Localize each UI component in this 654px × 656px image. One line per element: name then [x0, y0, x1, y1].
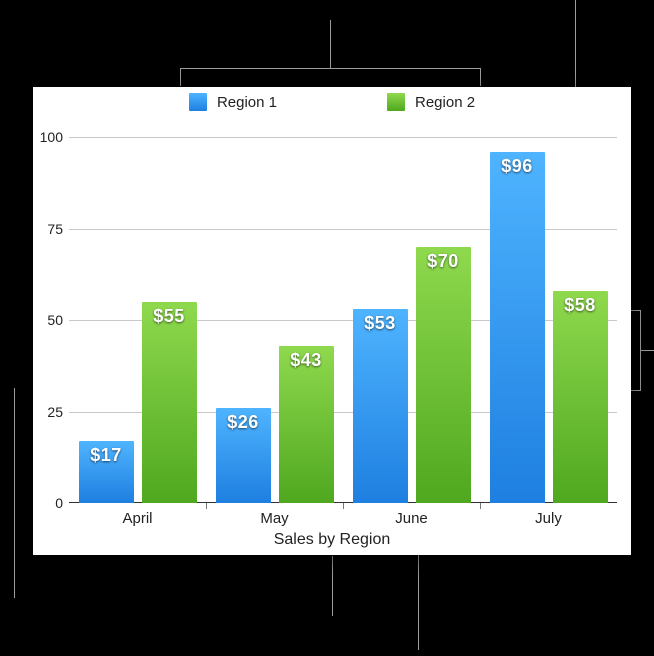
- bar-value-label: $58: [553, 295, 608, 316]
- bar: $43: [279, 346, 334, 503]
- legend-label-region-1: Region 1: [217, 94, 277, 111]
- legend-swatch-region-2: [387, 93, 405, 111]
- y-tick-label: 25: [33, 404, 63, 420]
- bar: $58: [553, 291, 608, 503]
- bar: $70: [416, 247, 471, 503]
- y-tick-label: 75: [33, 221, 63, 237]
- callout-legend-left-drop: [180, 68, 181, 86]
- bar-value-label: $96: [490, 156, 545, 177]
- x-tick-label: May: [260, 510, 288, 527]
- callout-right-bracket-stem: [640, 350, 654, 351]
- callout-legend-stem: [330, 20, 331, 68]
- plot-area: 0255075100April$17$55May$26$43June$53$70…: [69, 137, 617, 503]
- x-axis-title: Sales by Region: [33, 531, 631, 549]
- callout-legend-right-drop: [480, 68, 481, 86]
- legend-label-region-2: Region 2: [415, 94, 475, 111]
- legend-item-region-1: Region 1: [189, 93, 277, 111]
- callout-right-bracket-bot: [631, 390, 641, 391]
- y-tick-label: 50: [33, 312, 63, 328]
- x-tick-label: July: [535, 510, 562, 527]
- legend: Region 1 Region 2: [33, 93, 631, 111]
- x-tick-mark: [343, 503, 344, 509]
- bar: $53: [353, 309, 408, 503]
- y-tick-label: 0: [33, 495, 63, 511]
- chart-card: Region 1 Region 2 0 25 50 75 100 April $17 $55 M…: [33, 87, 631, 555]
- bar-value-label: $43: [279, 350, 334, 371]
- grid-line: [69, 137, 617, 138]
- x-tick-label: June: [395, 510, 428, 527]
- x-tick-mark: [206, 503, 207, 509]
- bar-value-label: $70: [416, 251, 471, 272]
- bar: $55: [142, 302, 197, 503]
- callout-right-bracket-top: [631, 310, 641, 311]
- bar: $26: [216, 408, 271, 503]
- x-tick-label: April: [122, 510, 152, 527]
- stage: Sales ($k) Region 1 Region 2 0255075100A…: [0, 0, 654, 656]
- bar-value-label: $53: [353, 313, 408, 334]
- callout-ytitle: [14, 388, 15, 598]
- bar-value-label: $26: [216, 412, 271, 433]
- bar-value-label: $55: [142, 306, 197, 327]
- bar: $17: [79, 441, 134, 503]
- y-tick-label: 100: [33, 129, 63, 145]
- callout-legend-top: [180, 68, 480, 69]
- legend-item-region-2: Region 2: [387, 93, 475, 111]
- bar-value-label: $17: [79, 445, 134, 466]
- x-tick-mark: [480, 503, 481, 509]
- legend-swatch-region-1: [189, 93, 207, 111]
- bar: $96: [490, 152, 545, 503]
- callout-xtitle: [332, 556, 333, 616]
